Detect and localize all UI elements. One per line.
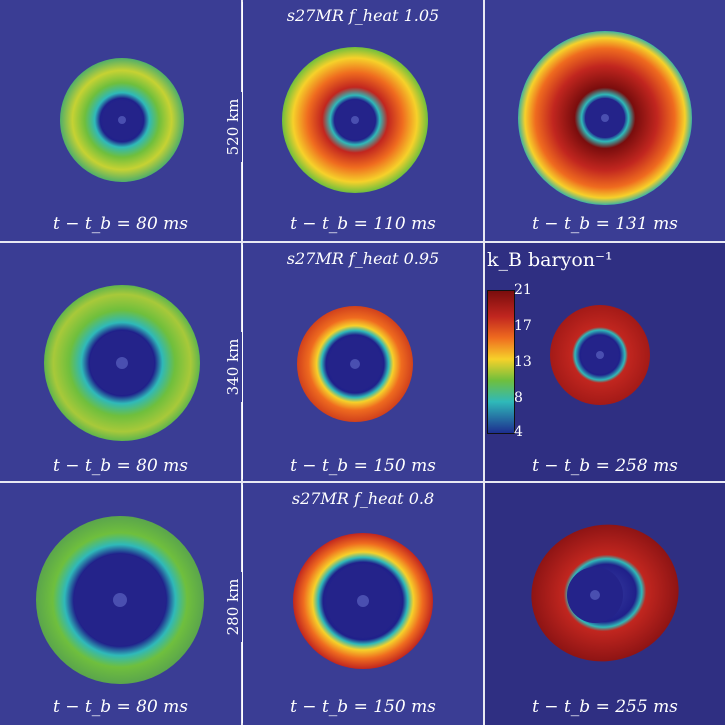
colorbar-tick: 8	[514, 390, 523, 406]
time-label: t − t_b = 131 ms	[532, 214, 678, 234]
time-label: t − t_b = 255 ms	[532, 697, 678, 717]
time-label: t − t_b = 80 ms	[52, 214, 189, 234]
divider-vertical	[483, 0, 485, 725]
time-label: t − t_b = 150 ms	[290, 456, 436, 476]
panel-r1-c3: t − t_b = 131 ms	[485, 0, 725, 241]
model-label: s27MR f_heat 0.8	[291, 489, 435, 508]
entropy-map	[550, 305, 650, 405]
time-label: t − t_b = 258 ms	[532, 456, 678, 476]
panel-r2-c2: s27MR f_heat 0.95 t − t_b = 150 ms	[243, 243, 483, 481]
time-label: t − t_b = 80 ms	[52, 697, 189, 717]
scale-label: 280 km	[224, 572, 242, 642]
scale-label: 520 km	[224, 92, 242, 162]
entropy-map	[60, 58, 184, 182]
colorbar-tick: 4	[514, 424, 523, 440]
time-label: t − t_b = 110 ms	[290, 214, 436, 234]
colorbar-title: k_B baryon⁻¹	[487, 249, 613, 271]
time-label: t − t_b = 80 ms	[52, 456, 189, 476]
time-label: t − t_b = 150 ms	[290, 697, 436, 717]
colorbar-tick: 21	[514, 282, 532, 298]
scale-bar	[242, 485, 243, 723]
divider-horizontal	[0, 481, 725, 483]
panel-r1-c2: s27MR f_heat 1.05 t − t_b = 110 ms	[243, 0, 483, 241]
panel-r3-c1: t − t_b = 80 ms	[0, 483, 241, 725]
colorbar-tick: 17	[514, 318, 532, 334]
entropy-map	[36, 516, 204, 684]
panel-r2-c3: t − t_b = 258 ms	[485, 243, 725, 481]
model-label: s27MR f_heat 0.95	[286, 249, 440, 268]
colorbar-tick: 13	[514, 354, 532, 370]
scale-bar	[242, 245, 243, 479]
divider-horizontal	[0, 241, 725, 243]
panel-r1-c1: t − t_b = 80 ms	[0, 0, 241, 241]
panel-r3-c3: t − t_b = 255 ms	[485, 483, 725, 725]
entropy-map	[44, 285, 200, 441]
entropy-map	[282, 47, 428, 193]
colorbar	[487, 290, 515, 434]
entropy-map	[297, 306, 413, 422]
scale-bar	[242, 2, 243, 239]
entropy-map	[293, 533, 433, 669]
entropy-map	[531, 524, 679, 662]
entropy-map	[518, 31, 692, 205]
panel-r2-c1: t − t_b = 80 ms	[0, 243, 241, 481]
model-label: s27MR f_heat 1.05	[286, 6, 440, 25]
panel-r3-c2: s27MR f_heat 0.8 t − t_b = 150 ms	[243, 483, 483, 725]
scale-label: 340 km	[224, 332, 242, 402]
